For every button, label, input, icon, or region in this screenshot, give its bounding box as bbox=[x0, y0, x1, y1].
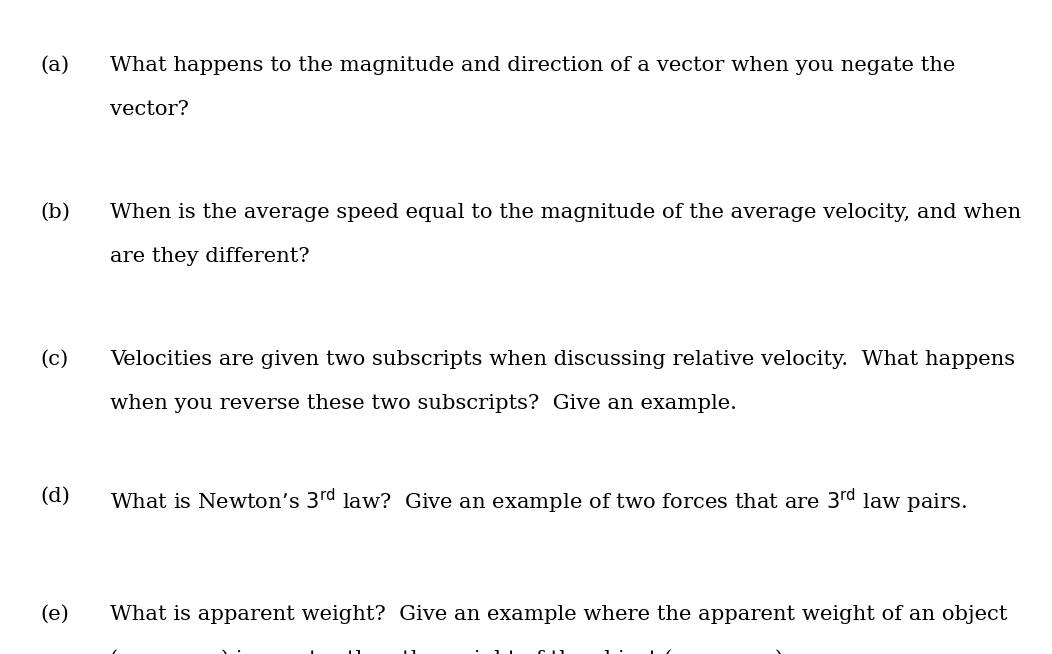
Text: What is Newton’s $3^{\mathrm{rd}}$ law?  Give an example of two forces that are : What is Newton’s $3^{\mathrm{rd}}$ law? … bbox=[110, 487, 968, 517]
Text: Velocities are given two subscripts when discussing relative velocity.  What hap: Velocities are given two subscripts when… bbox=[110, 350, 1015, 369]
Text: are they different?: are they different? bbox=[110, 247, 310, 266]
Text: (a): (a) bbox=[40, 56, 69, 75]
Text: What happens to the magnitude and direction of a vector when you negate the: What happens to the magnitude and direct… bbox=[110, 56, 955, 75]
Text: What is apparent weight?  Give an example where the apparent weight of an object: What is apparent weight? Give an example… bbox=[110, 605, 1008, 624]
Text: vector?: vector? bbox=[110, 100, 189, 119]
Text: when you reverse these two subscripts?  Give an example.: when you reverse these two subscripts? G… bbox=[110, 394, 737, 413]
Text: (e): (e) bbox=[40, 605, 68, 624]
Text: (b): (b) bbox=[40, 203, 70, 222]
Text: (or person) is greater than the weight of the object (or person).: (or person) is greater than the weight o… bbox=[110, 649, 790, 654]
Text: When is the average speed equal to the magnitude of the average velocity, and wh: When is the average speed equal to the m… bbox=[110, 203, 1021, 222]
Text: (c): (c) bbox=[40, 350, 68, 369]
Text: (d): (d) bbox=[40, 487, 69, 506]
